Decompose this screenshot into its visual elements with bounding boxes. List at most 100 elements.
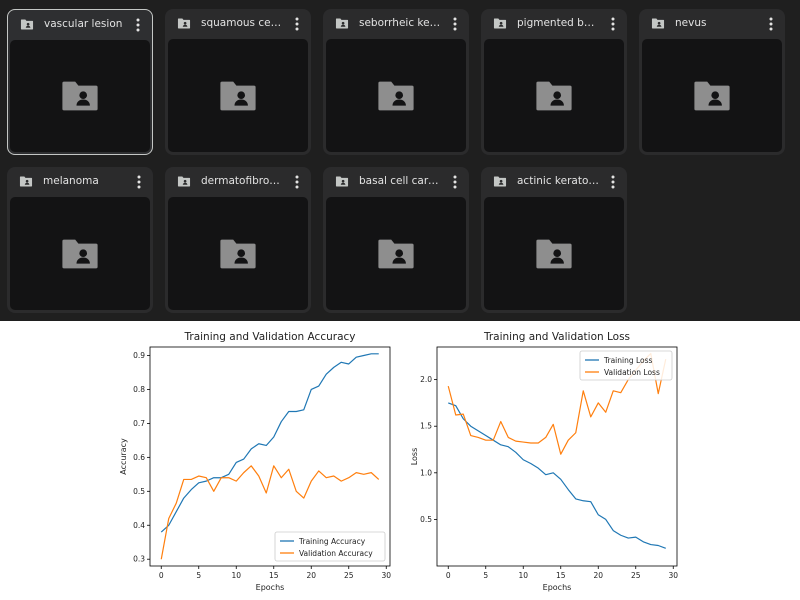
- x-tick-label: 20: [593, 571, 603, 580]
- shared-folder-icon: [378, 81, 414, 110]
- folder-card-header[interactable]: vascular lesion: [8, 10, 152, 40]
- chart-title: Training and Validation Loss: [483, 331, 630, 343]
- folder-thumbnail[interactable]: [484, 39, 624, 152]
- legend-box: [579, 350, 673, 381]
- folder-card-melanoma[interactable]: melanoma: [7, 167, 153, 313]
- shared-folder-icon: [536, 239, 572, 268]
- shared-folder-icon: [62, 239, 98, 268]
- x-tick-label: 10: [231, 571, 241, 580]
- shared-folder-icon: [536, 81, 572, 110]
- shared-folder-icon: [20, 19, 34, 30]
- folder-name: nevus: [675, 17, 707, 29]
- folder-name: vascular lesion: [44, 18, 123, 30]
- more-vert-icon[interactable]: [131, 172, 147, 192]
- shared-folder-icon: [220, 81, 256, 110]
- folder-card-header[interactable]: seborrheic kerat...: [323, 9, 469, 39]
- legend-label: Training Loss: [603, 356, 653, 365]
- y-axis-label: Loss: [410, 448, 419, 466]
- x-tick-label: 25: [631, 571, 641, 580]
- y-tick-label: 1.5: [420, 422, 432, 431]
- x-tick-label: 15: [269, 571, 279, 580]
- accuracy-plot: Training and Validation Accuracy Epochs Ac…: [119, 331, 391, 592]
- folder-thumbnail[interactable]: [10, 197, 150, 310]
- y-tick-label: 0.3: [133, 555, 145, 564]
- shared-folder-icon: [335, 18, 349, 29]
- folder-card-header[interactable]: pigmented beni...: [481, 9, 627, 39]
- y-tick-label: 0.4: [133, 521, 145, 530]
- shared-folder-icon: [378, 239, 414, 268]
- folder-card-header[interactable]: squamous cell c...: [165, 9, 311, 39]
- more-vert-icon[interactable]: [130, 15, 146, 35]
- folder-card-vascular-lesion[interactable]: vascular lesion: [7, 9, 153, 155]
- folder-card-seborrheic-kerat[interactable]: seborrheic kerat...: [323, 9, 469, 155]
- folder-name: seborrheic kerat...: [359, 17, 441, 29]
- more-vert-icon[interactable]: [605, 172, 621, 192]
- folder-card-dermatofibroma[interactable]: dermatofibroma: [165, 167, 311, 313]
- y-tick-label: 0.5: [420, 515, 432, 524]
- folder-name: basal cell carcin...: [359, 175, 441, 187]
- shared-folder-icon: [493, 18, 507, 29]
- y-tick-label: 0.7: [133, 419, 145, 428]
- folder-card-header[interactable]: dermatofibroma: [165, 167, 311, 197]
- folder-card-squamous-cell-c[interactable]: squamous cell c...: [165, 9, 311, 155]
- folder-card-pigmented-beni[interactable]: pigmented beni...: [481, 9, 627, 155]
- shared-folder-icon: [220, 239, 256, 268]
- more-vert-icon[interactable]: [605, 14, 621, 34]
- more-vert-icon[interactable]: [447, 14, 463, 34]
- legend-label: Validation Accuracy: [299, 549, 373, 558]
- folder-thumbnail[interactable]: [326, 197, 466, 310]
- folder-card-header[interactable]: actinic keratosis: [481, 167, 627, 197]
- x-tick-label: 30: [381, 571, 391, 580]
- more-vert-icon[interactable]: [289, 172, 305, 192]
- y-tick-label: 1.0: [420, 468, 432, 477]
- folder-thumbnail[interactable]: [642, 39, 782, 152]
- x-tick-label: 25: [344, 571, 354, 580]
- plot-frame: [436, 346, 678, 567]
- legend-label: Training Accuracy: [298, 537, 366, 546]
- folder-thumbnail[interactable]: [326, 39, 466, 152]
- x-tick-label: 0: [446, 571, 451, 580]
- more-vert-icon[interactable]: [447, 172, 463, 192]
- folder-thumbnail[interactable]: [168, 39, 308, 152]
- shared-folder-icon: [177, 176, 191, 187]
- folder-card-header[interactable]: nevus: [639, 9, 785, 39]
- plot-frame: [149, 346, 391, 567]
- shared-folder-icon: [19, 176, 33, 187]
- folder-name: actinic keratosis: [517, 175, 599, 187]
- y-tick-label: 0.6: [133, 453, 145, 462]
- shared-folder-icon: [493, 176, 507, 187]
- x-axis-label: Epochs: [543, 583, 572, 592]
- x-tick-label: 5: [483, 571, 488, 580]
- folder-card-actinic-keratosis[interactable]: actinic keratosis: [481, 167, 627, 313]
- accuracy-chart: Training and Validation Accuracy Epochs Ac…: [119, 331, 678, 592]
- folder-card-header[interactable]: basal cell carcin...: [323, 167, 469, 197]
- folder-thumbnail[interactable]: [168, 197, 308, 310]
- shared-folder-icon: [177, 18, 191, 29]
- legend-box: [274, 531, 386, 562]
- folder-name: dermatofibroma: [201, 175, 283, 187]
- folder-card-basal-cell-carcin[interactable]: basal cell carcin...: [323, 167, 469, 313]
- x-tick-label: 0: [159, 571, 164, 580]
- y-tick-label: 2.0: [420, 375, 432, 384]
- series-line-training-loss: [448, 402, 666, 549]
- folder-thumbnail[interactable]: [484, 197, 624, 310]
- y-tick-label: 0.5: [133, 487, 145, 496]
- y-tick-label: 0.9: [133, 351, 145, 360]
- x-tick-label: 20: [306, 571, 316, 580]
- training-charts: Training and Validation Accuracy Epochs Ac…: [0, 321, 800, 600]
- more-vert-icon[interactable]: [289, 14, 305, 34]
- x-tick-label: 15: [556, 571, 566, 580]
- x-tick-label: 5: [196, 571, 201, 580]
- legend: Training Loss Validation Loss: [579, 350, 673, 381]
- more-vert-icon[interactable]: [763, 14, 779, 34]
- shared-folder-icon: [651, 18, 665, 29]
- folder-name: squamous cell c...: [201, 17, 283, 29]
- x-tick-label: 10: [518, 571, 528, 580]
- shared-folder-icon: [62, 81, 98, 111]
- shared-folder-icon: [335, 176, 349, 187]
- folder-card-nevus[interactable]: nevus: [639, 9, 785, 155]
- y-axis-label: Accuracy: [119, 438, 128, 475]
- folder-thumbnail[interactable]: [10, 40, 150, 152]
- folder-card-header[interactable]: melanoma: [7, 167, 153, 197]
- chart-title: Training and Validation Accuracy: [184, 331, 356, 343]
